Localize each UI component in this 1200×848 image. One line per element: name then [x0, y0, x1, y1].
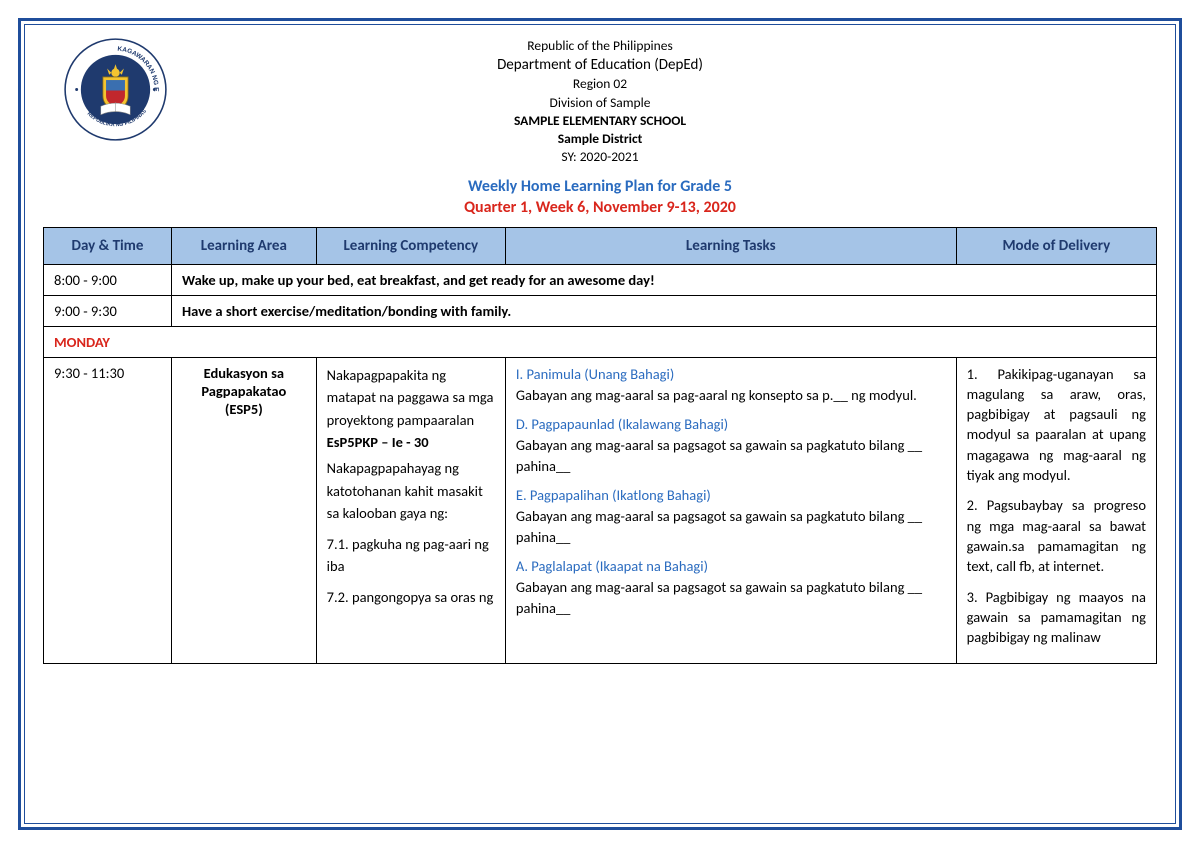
outer-border: KAGAWARAN NG EDUKASYON REPUBLIKA NG PILI… — [18, 18, 1182, 830]
task-text: Gabayan ang mag-aaral sa pag-aaral ng ko… — [516, 386, 917, 404]
hdr-district: Sample District — [43, 130, 1157, 148]
learning-area-cell: Edukasyon sa Pagpapakatao (ESP5) — [171, 357, 316, 664]
delivery-item: 2. Pagsubaybay sa progreso ng mga mag-aa… — [967, 495, 1146, 576]
task-text: Gabayan ang mag-aaral sa pagsagot sa gaw… — [516, 578, 922, 617]
comp-text: 7.2. pangongopya sa oras ng — [327, 586, 495, 608]
task-text: Gabayan ang mag-aaral sa pagsagot sa gaw… — [516, 436, 922, 475]
tasks-cell: I. Panimula (Unang Bahagi) Gabayan ang m… — [505, 357, 956, 664]
table-header-row: Day & Time Learning Area Learning Compet… — [44, 227, 1157, 264]
day-label: MONDAY — [44, 326, 1157, 357]
learning-plan-table: Day & Time Learning Area Learning Compet… — [43, 227, 1157, 665]
area-line: Edukasyon sa — [204, 364, 284, 382]
routine-cell: Wake up, make up your bed, eat breakfast… — [171, 264, 1156, 295]
hdr-sy: SY: 2020-2021 — [43, 148, 1157, 166]
plan-subtitle: Quarter 1, Week 6, November 9-13, 2020 — [43, 198, 1157, 217]
task-section: I. Panimula (Unang Bahagi) — [516, 364, 946, 385]
day-row: MONDAY — [44, 326, 1157, 357]
area-line: (ESP5) — [225, 400, 263, 418]
hdr-region: Region 02 — [43, 75, 1157, 93]
deped-seal-logo: KAGAWARAN NG EDUKASYON REPUBLIKA NG PILI… — [63, 37, 168, 142]
competency-cell: Nakapagpapakita ng matapat na paggawa sa… — [316, 357, 505, 664]
comp-code: EsP5PKP – Ie - 30 — [327, 431, 495, 453]
task-section: D. Pagpapaunlad (Ikalawang Bahagi) — [516, 414, 946, 435]
col-tasks: Learning Tasks — [505, 227, 956, 264]
col-day-time: Day & Time — [44, 227, 172, 264]
routine-cell: Have a short exercise/meditation/bonding… — [171, 295, 1156, 326]
time-cell: 8:00 - 9:00 — [44, 264, 172, 295]
hdr-school: SAMPLE ELEMENTARY SCHOOL — [43, 112, 1157, 130]
area-line: Pagpapakatao — [201, 382, 286, 400]
document-header: KAGAWARAN NG EDUKASYON REPUBLIKA NG PILI… — [43, 37, 1157, 217]
hdr-dept: Department of Education (DepEd) — [43, 55, 1157, 75]
table-row: 9:30 - 11:30 Edukasyon sa Pagpapakatao (… — [44, 357, 1157, 664]
comp-text: Nakapagpapakita ng matapat na paggawa sa… — [327, 364, 495, 431]
task-text: Gabayan ang mag-aaral sa pagsagot sa gaw… — [516, 507, 922, 546]
table-row: 8:00 - 9:00 Wake up, make up your bed, e… — [44, 264, 1157, 295]
delivery-item: 3. Pagbibigay ng maayos na gawain sa pam… — [967, 587, 1146, 648]
comp-text: Nakapagpapahayag ng katotohanan kahit ma… — [327, 457, 495, 524]
time-cell: 9:30 - 11:30 — [44, 357, 172, 664]
hdr-republic: Republic of the Philippines — [43, 37, 1157, 55]
task-section: E. Pagpapalihan (Ikatlong Bahagi) — [516, 485, 946, 506]
col-learning-area: Learning Area — [171, 227, 316, 264]
col-competency: Learning Competency — [316, 227, 505, 264]
table-row: 9:00 - 9:30 Have a short exercise/medita… — [44, 295, 1157, 326]
time-cell: 9:00 - 9:30 — [44, 295, 172, 326]
task-section: A. Paglalapat (Ikaapat na Bahagi) — [516, 556, 946, 577]
delivery-cell: 1. Pakikipag-uganayan sa magulang sa ara… — [956, 357, 1156, 664]
hdr-division: Division of Sample — [43, 94, 1157, 112]
inner-border: KAGAWARAN NG EDUKASYON REPUBLIKA NG PILI… — [24, 24, 1176, 824]
comp-text: 7.1. pagkuha ng pag-aari ng iba — [327, 533, 495, 578]
col-delivery: Mode of Delivery — [956, 227, 1156, 264]
plan-title: Weekly Home Learning Plan for Grade 5 — [43, 177, 1157, 196]
delivery-item: 1. Pakikipag-uganayan sa magulang sa ara… — [967, 364, 1146, 486]
